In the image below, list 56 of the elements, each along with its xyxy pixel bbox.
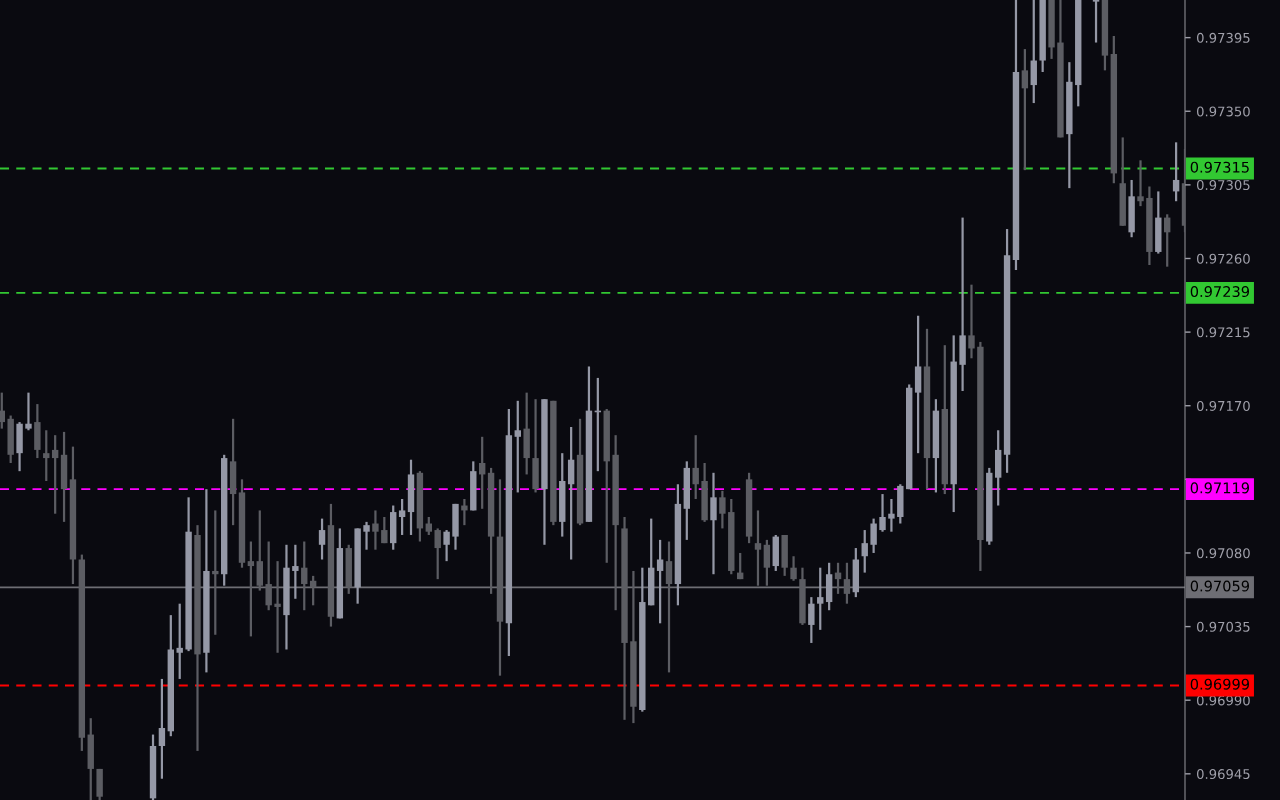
candlestick bbox=[514, 399, 521, 494]
candlestick bbox=[381, 515, 388, 545]
candlestick bbox=[692, 434, 699, 501]
y-tick-label: 0.97035 bbox=[1196, 621, 1250, 632]
y-tick-label: 0.97215 bbox=[1196, 327, 1250, 338]
candlestick bbox=[719, 489, 726, 530]
candlestick bbox=[372, 509, 379, 551]
candlestick bbox=[461, 497, 468, 527]
candlestick bbox=[1172, 141, 1180, 203]
candlestick bbox=[1137, 159, 1144, 208]
candlestick bbox=[318, 517, 326, 561]
y-tick-label: 0.97395 bbox=[1196, 32, 1250, 43]
candlestick bbox=[888, 497, 895, 533]
ref-line-label: 0.97315 bbox=[1190, 161, 1249, 173]
candlestick bbox=[363, 520, 370, 551]
candlestick bbox=[247, 540, 255, 638]
candlestick bbox=[861, 528, 868, 574]
candlestick bbox=[43, 429, 50, 483]
candlestick bbox=[754, 509, 762, 587]
candlestick bbox=[443, 528, 450, 563]
candlestick bbox=[274, 560, 281, 654]
candlestick bbox=[710, 471, 717, 576]
candlestick bbox=[176, 602, 183, 681]
candlestick bbox=[968, 283, 975, 360]
y-tick-label: 0.97170 bbox=[1196, 400, 1250, 411]
candlestick bbox=[1021, 47, 1029, 172]
candlestick bbox=[434, 527, 441, 581]
ref-line-label: 0.97059 bbox=[1190, 580, 1250, 592]
candlestick bbox=[398, 497, 406, 537]
y-tick-label: 0.96945 bbox=[1196, 769, 1250, 780]
y-tick-label: 0.96990 bbox=[1196, 695, 1250, 706]
candlestick bbox=[665, 540, 673, 674]
candlestick bbox=[808, 596, 815, 645]
candlestick bbox=[292, 543, 299, 600]
candlestick bbox=[879, 492, 886, 533]
candlestick bbox=[817, 566, 824, 631]
candlestick bbox=[870, 517, 877, 555]
candlestick bbox=[790, 555, 797, 582]
ref-line-label: 0.96999 bbox=[1190, 678, 1250, 690]
candlestick bbox=[158, 677, 166, 780]
candlestick bbox=[0, 391, 5, 430]
candlestick bbox=[51, 434, 59, 515]
y-tick-label: 0.97080 bbox=[1196, 548, 1250, 559]
y-tick-label: 0.97260 bbox=[1196, 253, 1250, 264]
ref-line-label: 0.97119 bbox=[1190, 482, 1250, 494]
candlestick bbox=[1092, 0, 1100, 44]
ref-line-label: 0.97239 bbox=[1190, 286, 1250, 298]
candlestick bbox=[301, 540, 308, 612]
candlestick bbox=[656, 538, 664, 625]
candlestick bbox=[265, 540, 272, 612]
candlestick bbox=[25, 391, 32, 432]
y-tick-label: 0.97350 bbox=[1196, 106, 1250, 117]
candlestick bbox=[843, 561, 851, 605]
y-tick-label: 0.97305 bbox=[1196, 180, 1250, 191]
candlestick bbox=[478, 435, 486, 510]
candlestick bbox=[763, 538, 771, 587]
